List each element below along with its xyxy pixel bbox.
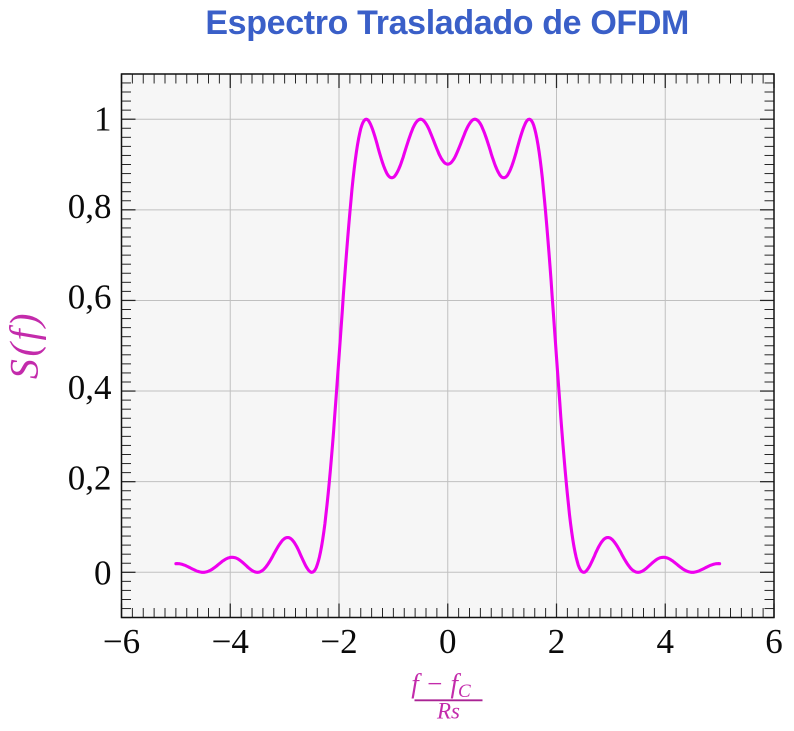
svg-text:0,6: 0,6 xyxy=(68,277,112,316)
svg-text:1: 1 xyxy=(94,99,112,138)
svg-text:−4: −4 xyxy=(212,622,249,661)
svg-text:0,8: 0,8 xyxy=(68,187,112,226)
svg-text:0,2: 0,2 xyxy=(68,459,112,498)
svg-text:2: 2 xyxy=(548,622,566,661)
svg-text:0: 0 xyxy=(439,622,457,661)
svg-text:S(f): S(f) xyxy=(2,311,47,379)
svg-text:4: 4 xyxy=(657,622,675,661)
svg-text:Espectro Trasladado de OFDM: Espectro Trasladado de OFDM xyxy=(205,4,689,42)
svg-text:0: 0 xyxy=(94,553,112,592)
svg-text:Rs: Rs xyxy=(436,698,460,723)
svg-text:−2: −2 xyxy=(320,622,357,661)
svg-text:0,4: 0,4 xyxy=(68,368,112,407)
svg-text:−6: −6 xyxy=(103,622,140,661)
svg-text:6: 6 xyxy=(765,622,783,661)
